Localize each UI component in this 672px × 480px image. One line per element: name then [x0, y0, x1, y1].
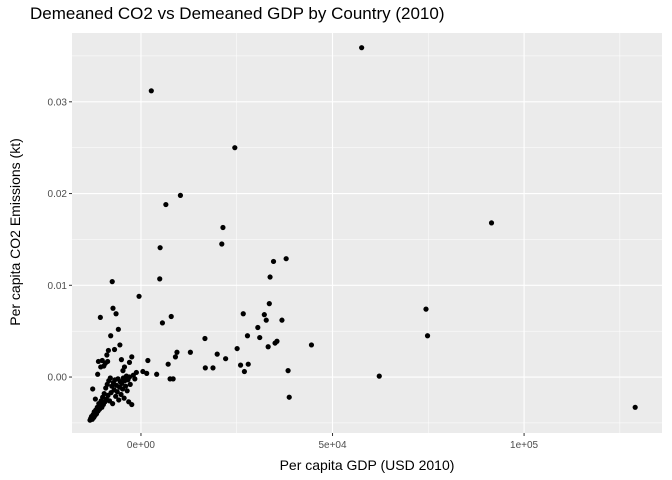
data-point [124, 388, 130, 394]
data-point [172, 354, 179, 360]
data-point [97, 314, 103, 321]
data-point [157, 245, 163, 251]
data-point [165, 361, 171, 367]
data-point [127, 381, 133, 387]
data-point [148, 88, 154, 94]
data-point [286, 394, 292, 400]
data-point [123, 383, 129, 389]
data-point [266, 301, 272, 307]
data-point [174, 349, 180, 355]
data-point [263, 317, 269, 323]
data-point [632, 404, 638, 410]
x-tick-label: 0e+00 [127, 440, 156, 451]
data-point [359, 45, 365, 51]
data-point [265, 344, 271, 350]
data-point [283, 256, 289, 262]
data-point [154, 371, 160, 377]
data-point [95, 371, 101, 377]
data-point [267, 274, 273, 280]
data-point [145, 357, 151, 364]
y-tick-label: 0.03 [48, 97, 68, 108]
plot-panel [72, 33, 662, 433]
data-point [133, 369, 139, 376]
data-point [187, 349, 193, 355]
y-tick-label: 0.01 [48, 281, 68, 292]
data-point [115, 326, 121, 332]
data-point [110, 401, 116, 407]
data-point [270, 258, 277, 265]
data-point [261, 312, 267, 318]
data-point [117, 342, 123, 348]
data-point [234, 345, 240, 352]
x-tick-label: 1e+05 [510, 440, 539, 451]
data-point [110, 305, 116, 311]
x-axis-label: Per capita GDP (USD 2010) [279, 457, 455, 473]
data-point [237, 362, 244, 368]
data-point [241, 368, 248, 375]
data-point [108, 333, 114, 339]
data-point [126, 359, 133, 365]
data-point [105, 347, 111, 354]
data-point [104, 352, 110, 358]
data-point [109, 279, 115, 285]
data-points [87, 45, 638, 423]
y-axis-ticks: 0.00 0.01 0.02 0.03 [48, 97, 72, 384]
data-point [240, 311, 246, 317]
data-point [376, 373, 382, 379]
data-point [129, 401, 135, 408]
data-point [129, 354, 135, 360]
data-point [118, 391, 124, 398]
data-point [232, 145, 238, 151]
data-point [113, 393, 119, 399]
data-point [285, 368, 291, 374]
y-axis-label: Per capita CO2 Emissions (kt) [7, 138, 23, 326]
y-tick-label: 0.02 [48, 189, 68, 200]
data-point [118, 357, 125, 363]
data-point [159, 320, 166, 326]
data-point [170, 376, 176, 382]
grid-minor [72, 33, 662, 433]
data-point [488, 220, 495, 226]
data-point [116, 397, 122, 403]
data-point [423, 306, 429, 312]
data-point [105, 358, 111, 365]
data-point [245, 361, 251, 367]
y-tick-label: 0.00 [48, 373, 68, 384]
data-point [220, 224, 226, 231]
data-point [257, 334, 263, 341]
data-point [274, 338, 280, 344]
data-point [132, 376, 138, 382]
data-point [111, 346, 118, 353]
data-point [244, 333, 251, 339]
data-point [255, 324, 261, 331]
x-tick-label: 5e+04 [318, 440, 347, 451]
data-point [210, 365, 216, 371]
data-point [113, 311, 119, 317]
data-point [202, 365, 208, 371]
data-point [177, 192, 184, 198]
data-point [121, 364, 128, 370]
data-point [144, 370, 150, 376]
data-point [219, 241, 225, 247]
data-point [121, 395, 127, 401]
data-point [424, 333, 431, 339]
data-point [223, 356, 229, 362]
data-point [279, 317, 285, 323]
chart-title: Demeaned CO2 vs Demeaned GDP by Country … [30, 4, 445, 23]
data-point [114, 389, 120, 395]
data-point [136, 293, 142, 299]
data-point [92, 396, 98, 402]
data-point [107, 375, 113, 381]
data-point [202, 335, 208, 342]
data-point [163, 201, 169, 208]
x-axis-ticks: 0e+00 5e+04 1e+05 [127, 433, 539, 451]
data-point [214, 351, 220, 357]
data-point [90, 386, 96, 392]
data-point [157, 276, 163, 282]
data-point [308, 342, 315, 348]
data-point [168, 313, 174, 320]
